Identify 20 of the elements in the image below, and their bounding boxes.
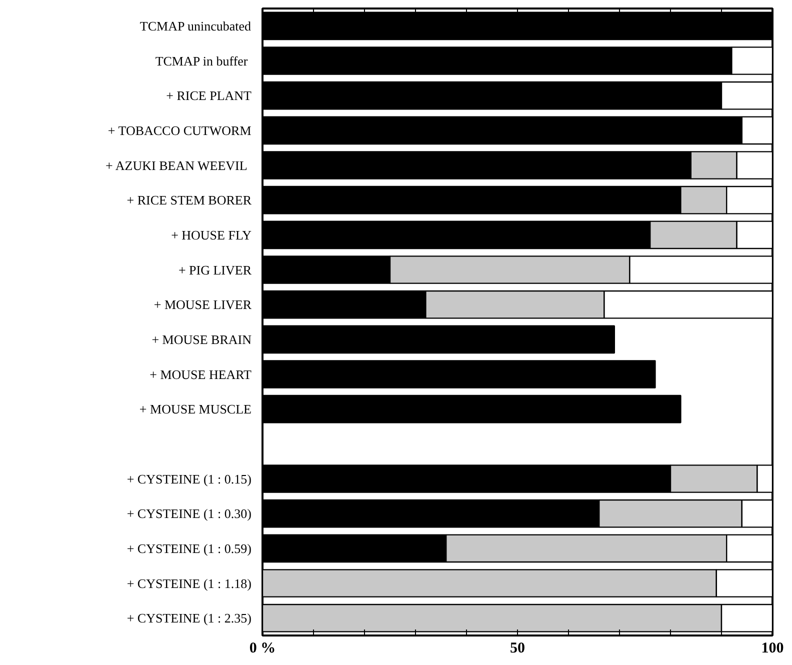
y-tick-label: + AZUKI BEAN WEEVIL bbox=[106, 158, 248, 173]
y-tick-label: + MOUSE LIVER bbox=[154, 297, 252, 312]
y-tick-label: + TOBACCO CUTWORM bbox=[108, 122, 252, 138]
y-tick-label: + RICE PLANT bbox=[166, 88, 252, 104]
y-tick-label: + CYSTEINE (1 : 0.30) bbox=[126, 506, 252, 522]
y-tick-label: + CYSTEINE (1 : 0.59) bbox=[126, 540, 252, 556]
y-tick-label: + HOUSE FLY bbox=[171, 227, 252, 242]
y-tick-label: TCMAP unincubated bbox=[140, 18, 252, 34]
x-tick-label: 100 bbox=[761, 640, 784, 656]
x-tick-label: 50 bbox=[510, 640, 525, 656]
y-tick-label: + MOUSE BRAIN bbox=[152, 332, 252, 347]
x-tick-label: 0 % bbox=[249, 640, 276, 656]
y-tick-label: + MOUSE HEART bbox=[150, 366, 252, 382]
y-tick-label: + RICE STEM BORER bbox=[126, 192, 252, 208]
y-tick-label: + MOUSE MUSCLE bbox=[139, 402, 252, 417]
y-tick-label: + CYSTEINE (1 : 1.18) bbox=[126, 576, 252, 591]
y-tick-label: + CYSTEINE (1 : 2.35) bbox=[126, 610, 252, 626]
y-tick-label: + PIG LIVER bbox=[178, 262, 252, 278]
y-tick-label: TCMAP in buffer bbox=[155, 53, 248, 68]
y-tick-label: + CYSTEINE (1 : 0.15) bbox=[126, 471, 252, 486]
